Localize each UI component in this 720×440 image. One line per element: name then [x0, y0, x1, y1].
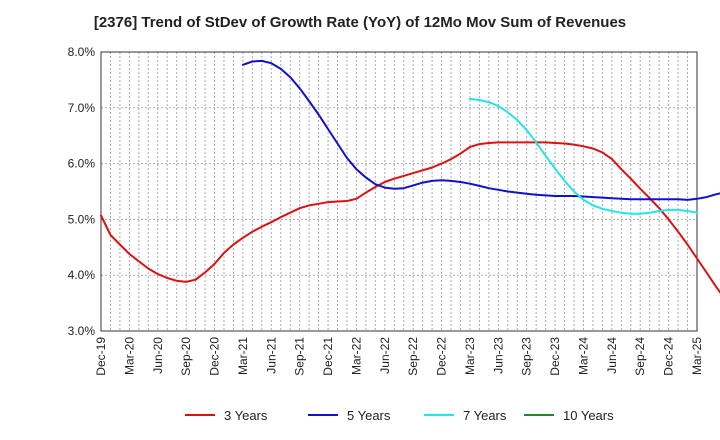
x-tick-label: Mar-20: [122, 337, 136, 375]
y-tick-label: 4.0%: [68, 268, 96, 282]
x-tick-label: Dec-21: [321, 337, 335, 376]
x-tick-label: Mar-24: [576, 337, 590, 375]
x-tick-label: Mar-21: [236, 337, 250, 375]
x-tick-label: Dec-20: [208, 337, 222, 376]
legend-item-5-years: 5 Years: [308, 408, 391, 423]
series-line-7-years: [469, 97, 698, 215]
plot-area: [100, 51, 698, 332]
x-tick-label: Sep-23: [520, 337, 534, 376]
x-tick-label: Mar-25: [690, 337, 704, 375]
x-tick-label: Jun-21: [264, 337, 278, 374]
series-lines: [100, 59, 720, 294]
y-tick-label: 6.0%: [68, 157, 96, 171]
x-tick-label: Mar-23: [463, 337, 477, 375]
x-tick-label: Jun-24: [605, 337, 619, 374]
x-tick-label: Dec-24: [662, 337, 676, 376]
x-tick-label: Sep-20: [179, 337, 193, 376]
x-tick-label: Sep-21: [293, 337, 307, 376]
x-tick-label: Jun-22: [378, 337, 392, 374]
legend-item-7-years: 7 Years: [424, 408, 507, 423]
y-tick-label: 8.0%: [68, 45, 96, 59]
chart-title: [2376] Trend of StDev of Growth Rate (Yo…: [93, 14, 627, 31]
x-tick-label: Sep-22: [406, 337, 420, 376]
legend: 3 Years 5 Years 7 Years 10 Years: [185, 408, 614, 423]
x-tick-label: Jun-20: [151, 337, 165, 374]
x-tick-label: Dec-19: [94, 337, 108, 376]
legend-label: 3 Years: [224, 408, 268, 423]
x-tick-label: Dec-23: [548, 337, 562, 376]
legend-label: 5 Years: [347, 408, 391, 423]
x-tick-label: Sep-24: [633, 337, 647, 376]
x-axis-ticks: Dec-19 Mar-20 Jun-20 Sep-20 Dec-20 Mar-21 Jun-…: [94, 337, 704, 376]
legend-label: 7 Years: [463, 408, 507, 423]
legend-item-3-years: 3 Years: [185, 408, 268, 423]
series-line-5-years: [241, 59, 720, 201]
x-tick-label: Dec-22: [435, 337, 449, 376]
y-tick-label: 3.0%: [68, 324, 96, 338]
x-tick-label: Mar-22: [349, 337, 363, 375]
x-tick-label: Jun-23: [491, 337, 505, 374]
y-tick-label: 5.0%: [68, 212, 96, 226]
series-line-3-years: [100, 141, 720, 294]
grid-lines: [101, 52, 697, 331]
y-tick-label: 7.0%: [68, 101, 96, 115]
y-axis-ticks: 3.0% 4.0% 5.0% 6.0% 7.0% 8.0%: [68, 45, 96, 338]
legend-item-10-years: 10 Years: [524, 408, 614, 423]
legend-label: 10 Years: [563, 408, 614, 423]
